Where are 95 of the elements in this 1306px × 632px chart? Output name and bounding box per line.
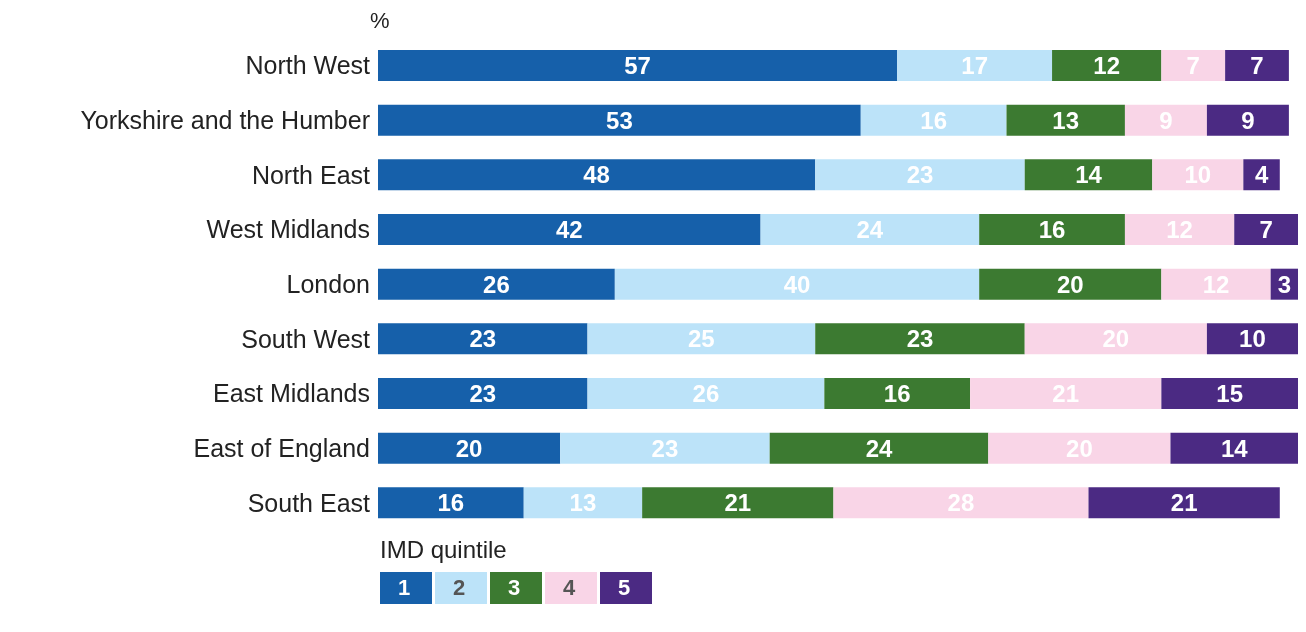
bar: [378, 323, 588, 355]
data-label: 4: [1254, 161, 1269, 189]
bar: [378, 104, 861, 136]
data-label: 53: [606, 106, 633, 134]
data-label: 7: [1259, 216, 1273, 244]
bar: [1024, 159, 1153, 191]
bar: [1161, 50, 1226, 82]
data-label: 13: [569, 489, 597, 517]
data-label: 24: [856, 216, 884, 244]
data-label: 17: [961, 52, 988, 80]
data-label: 16: [1038, 216, 1066, 244]
data-label: 23: [906, 325, 934, 353]
bar: [1234, 214, 1298, 246]
bar: [378, 50, 898, 82]
y-tick-label: London: [286, 269, 370, 298]
data-label: 20: [455, 434, 483, 462]
data-label: 3: [1277, 270, 1292, 298]
data-label: 7: [1250, 52, 1264, 80]
bar: [523, 487, 643, 519]
bar: [1052, 50, 1162, 82]
bar: [560, 432, 770, 464]
bar: [979, 268, 1162, 300]
data-label: 16: [920, 106, 947, 134]
bar: [378, 214, 761, 246]
bar: [815, 323, 1025, 355]
data-label: 23: [469, 380, 497, 408]
data-label: 14: [1220, 434, 1249, 462]
y-tick-label: North East: [251, 160, 371, 189]
bar: [1206, 104, 1289, 136]
data-label: 23: [906, 161, 934, 189]
bar: [378, 159, 816, 191]
data-label: 26: [483, 270, 510, 298]
data-label: 20: [1056, 270, 1084, 298]
data-label: 10: [1239, 325, 1266, 353]
bar: [760, 214, 980, 246]
data-label: 24: [865, 434, 893, 462]
data-label: 14: [1075, 161, 1103, 189]
bar: [833, 487, 1089, 519]
bar: [1161, 378, 1298, 410]
y-tick-label: South East: [247, 488, 371, 517]
bar: [1124, 214, 1235, 246]
data-label: 26: [692, 380, 720, 408]
data-label: 16: [883, 380, 911, 408]
bar: [1206, 323, 1298, 355]
y-tick-label: West Midlands: [206, 215, 370, 244]
y-tick-label: South West: [241, 324, 371, 353]
legend-label: 1: [398, 572, 432, 604]
data-label: 42: [555, 216, 583, 244]
data-label: 23: [651, 434, 679, 462]
bar: [1124, 104, 1207, 136]
bar: [1161, 268, 1271, 300]
bar: [1088, 487, 1280, 519]
x-axis-title: %: [370, 8, 391, 35]
y-tick-label: Yorkshire and the Humber: [80, 105, 370, 134]
data-label: 15: [1216, 380, 1244, 408]
bar: [860, 104, 1007, 136]
y-tick-label: East of England: [193, 433, 370, 462]
y-tick-label: North West: [245, 51, 371, 80]
data-label: 12: [1093, 52, 1121, 80]
bar: [378, 432, 561, 464]
data-label: 48: [583, 161, 610, 189]
bar: [587, 378, 825, 410]
data-label: 25: [688, 325, 715, 353]
bar: [769, 432, 989, 464]
bar: [1170, 432, 1298, 464]
legend-label: 3: [508, 572, 542, 604]
legend-label: 5: [618, 572, 652, 604]
bar: [587, 323, 816, 355]
bar: [988, 432, 1171, 464]
data-label: 23: [469, 325, 497, 353]
bar: [979, 214, 1125, 246]
bar: [378, 378, 588, 410]
data-label: 16: [437, 489, 465, 517]
data-label: 40: [783, 270, 811, 298]
bar: [824, 378, 971, 410]
data-label: 9: [1241, 106, 1255, 134]
bar: [378, 268, 615, 300]
data-label: 13: [1052, 106, 1080, 134]
bar: [614, 268, 980, 300]
legend-label: 2: [453, 572, 487, 604]
bar: [970, 378, 1162, 410]
data-label: 21: [724, 489, 752, 517]
bar: [815, 159, 1025, 191]
legend-label: 4: [563, 572, 597, 604]
bar: [1006, 104, 1125, 136]
y-tick-label: East Midlands: [212, 379, 370, 408]
data-label: 21: [1170, 489, 1198, 517]
bar: [378, 487, 524, 519]
bar: [1024, 323, 1207, 355]
bar: [897, 50, 1053, 82]
legend-title: IMD quintile: [380, 536, 508, 564]
bar: [1225, 50, 1289, 82]
bar: [642, 487, 834, 519]
data-label: 57: [624, 52, 651, 80]
bar: [1152, 159, 1244, 191]
